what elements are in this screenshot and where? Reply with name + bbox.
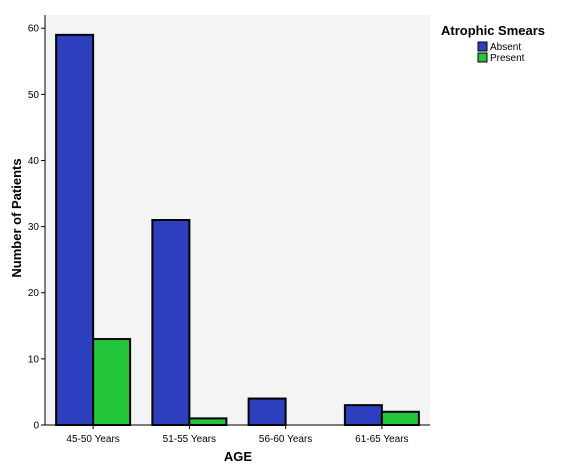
x-tick-label: 56-60 Years bbox=[259, 434, 312, 445]
y-tick-label: 50 bbox=[28, 90, 40, 101]
bar-absent-3 bbox=[247, 397, 287, 427]
legend-label-absent: Absent bbox=[490, 42, 521, 53]
y-ticks-group: 0 10 20 30 40 50 60 bbox=[28, 24, 45, 432]
y-tick-label: 0 bbox=[33, 421, 39, 432]
legend-title: Atrophic Smears bbox=[441, 23, 545, 38]
bar-present-2 bbox=[188, 417, 228, 426]
x-tick-label: 51-55 Years bbox=[163, 434, 216, 445]
y-tick-label: 60 bbox=[28, 24, 40, 35]
legend-swatch-absent bbox=[477, 41, 488, 52]
x-tick-label: 45-50 Years bbox=[66, 434, 119, 445]
bar-absent-4 bbox=[343, 404, 383, 426]
y-tick-label: 30 bbox=[28, 222, 40, 233]
x-axis-title: AGE bbox=[224, 449, 253, 464]
x-tick-label: 61-65 Years bbox=[355, 434, 408, 445]
legend-swatch-present bbox=[477, 52, 488, 63]
y-tick-label: 10 bbox=[28, 354, 40, 365]
y-tick-label: 20 bbox=[28, 288, 40, 299]
bar-present-1 bbox=[92, 338, 132, 426]
y-tick-label: 40 bbox=[28, 156, 40, 167]
bar-absent-1 bbox=[55, 33, 95, 426]
bar-present-4 bbox=[380, 410, 420, 427]
bar-absent-2 bbox=[151, 219, 191, 426]
bars-group bbox=[55, 33, 420, 427]
x-ticks-group: 45-50 Years 51-55 Years 56-60 Years 61-65 Y… bbox=[66, 425, 409, 445]
legend-label-present: Present bbox=[490, 53, 525, 64]
y-axis-title: Number of Patients bbox=[9, 158, 24, 277]
